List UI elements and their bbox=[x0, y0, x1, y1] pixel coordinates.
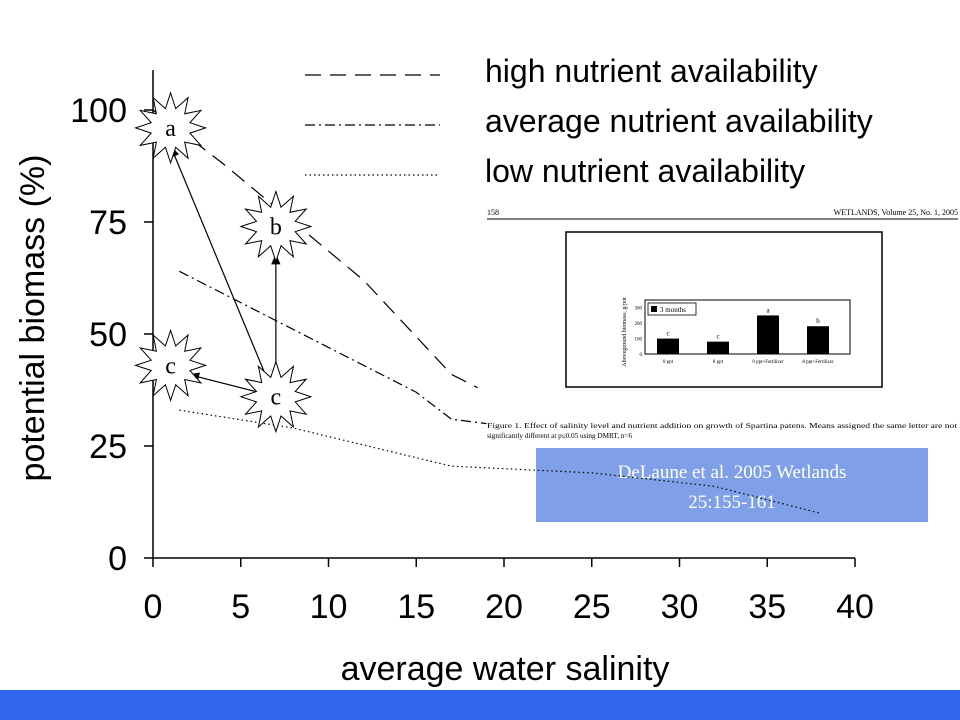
inset-page-number: 158 bbox=[487, 208, 499, 217]
inset-bar bbox=[707, 341, 729, 354]
inset-bar bbox=[757, 315, 779, 354]
x-tick-label: 40 bbox=[836, 588, 874, 626]
y-ticks: 0 25 50 75 100 bbox=[70, 92, 153, 578]
series-line-dash-dot bbox=[179, 270, 487, 425]
inset-y-tick-label: 200 bbox=[635, 322, 643, 327]
x-axis-title: average water salinity bbox=[341, 650, 670, 688]
inset-y-ticks: 0 100 200 300 bbox=[635, 307, 643, 358]
x-tick-label: 5 bbox=[231, 588, 250, 626]
legend-label: average nutrient availability bbox=[485, 103, 873, 139]
x-tick-label: 20 bbox=[485, 588, 523, 626]
y-tick-label: 50 bbox=[89, 316, 127, 354]
legend-label: high nutrient availability bbox=[485, 53, 818, 89]
inset-bar-category: 8 ppt bbox=[713, 360, 724, 365]
legend-label: low nutrient availability bbox=[485, 153, 805, 189]
point-label: c bbox=[165, 353, 176, 379]
y-tick-label: 25 bbox=[89, 428, 127, 466]
inset-caption-line2: significantly different at p≤0.05 using … bbox=[487, 432, 632, 440]
inset-y-tick-label: 0 bbox=[640, 353, 643, 358]
point-label: a bbox=[165, 116, 176, 142]
inset-journal-header: WETLANDS, Volume 25, No. 1, 2005 bbox=[834, 208, 958, 217]
citation-box bbox=[536, 448, 928, 522]
x-tick-label: 35 bbox=[748, 588, 786, 626]
series-line-dashed bbox=[152, 109, 478, 389]
inset-legend-label: 3 months bbox=[660, 306, 686, 314]
x-tick-label: 15 bbox=[397, 588, 435, 626]
inset-bar-letter: a bbox=[766, 306, 770, 314]
x-tick-label: 10 bbox=[310, 588, 348, 626]
point-label: c bbox=[271, 385, 282, 411]
starburst-marker bbox=[239, 189, 313, 264]
x-tick-label: 0 bbox=[144, 588, 163, 626]
inset-bars: c 0 ppt c 8 ppt a 0 ppt+Fertilizer b 8 ppt+Fert… bbox=[657, 306, 834, 365]
inset-figure: 158 WETLANDS, Volume 25, No. 1, 2005 Abo… bbox=[487, 208, 958, 440]
inset-caption-line1: Figure 1. Effect of salinity level and n… bbox=[487, 422, 957, 430]
inset-bar bbox=[657, 338, 679, 354]
inset-bar-category: 0 ppt+Fertilizer bbox=[752, 360, 784, 365]
inset-chart-ylabel: Aboveground biomass, g/pot bbox=[622, 297, 628, 367]
arrow-line bbox=[187, 373, 259, 393]
inset-bar-letter: b bbox=[816, 317, 820, 325]
arrow-line bbox=[169, 145, 268, 380]
y-tick-label: 0 bbox=[108, 540, 127, 578]
legend: high nutrient availability average nutrie… bbox=[305, 53, 873, 189]
inset-y-tick-label: 300 bbox=[635, 307, 643, 312]
point-layer: a b c c bbox=[134, 91, 313, 434]
y-tick-label: 75 bbox=[89, 204, 127, 242]
y-axis-title: potential biomass (%) bbox=[14, 155, 52, 482]
inset-bar-letter: c bbox=[666, 330, 669, 338]
inset-bar-letter: c bbox=[716, 333, 719, 341]
inset-bar-category: 8 ppt+Fertilizer bbox=[802, 360, 834, 365]
x-ticks: 0 5 10 15 20 25 30 35 40 bbox=[144, 558, 874, 626]
y-tick-label: 100 bbox=[70, 92, 127, 130]
inset-chart-frame bbox=[565, 231, 883, 388]
x-tick-label: 30 bbox=[661, 588, 699, 626]
inset-plot-area bbox=[644, 299, 851, 355]
inset-bar bbox=[807, 326, 829, 354]
inset-legend-box bbox=[647, 302, 697, 316]
inset-bar-category: 0 ppt bbox=[663, 360, 674, 365]
starburst-marker bbox=[134, 328, 208, 403]
series-layer bbox=[152, 109, 821, 514]
footer-bar bbox=[0, 690, 960, 720]
inset-y-tick-label: 100 bbox=[635, 338, 643, 343]
starburst-marker bbox=[239, 360, 313, 434]
x-tick-label: 25 bbox=[573, 588, 611, 626]
point-label: b bbox=[270, 214, 282, 240]
citation-line1: DeLaune et al. 2005 Wetlands bbox=[618, 462, 847, 483]
citation-line2: 25:155-161 bbox=[688, 492, 776, 513]
inset-legend-swatch bbox=[651, 306, 657, 312]
starburst-marker bbox=[134, 91, 208, 165]
